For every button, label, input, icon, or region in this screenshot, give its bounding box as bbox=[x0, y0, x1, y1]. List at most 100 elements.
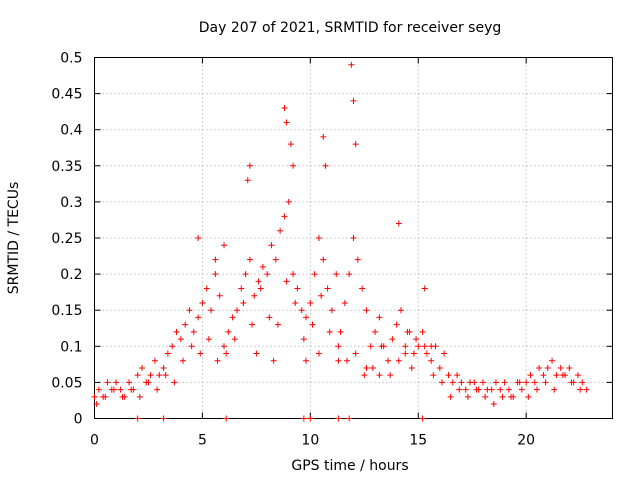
data-point bbox=[544, 364, 551, 371]
data-point bbox=[283, 278, 290, 285]
data-point bbox=[147, 372, 154, 379]
data-point bbox=[350, 97, 357, 104]
data-point bbox=[363, 364, 370, 371]
axis-ticks: 0 0.05 0.1 0.15 0.2 0.25 0.3 0.35 0.4 0.45 0.5 0 5 10… bbox=[51, 51, 613, 449]
data-point bbox=[516, 379, 523, 386]
data-point bbox=[199, 299, 206, 306]
data-point bbox=[376, 314, 383, 321]
data-point bbox=[408, 364, 415, 371]
data-point bbox=[315, 350, 322, 357]
x-tick-label: 10 bbox=[301, 433, 319, 449]
data-point bbox=[264, 271, 271, 278]
data-point bbox=[91, 393, 98, 400]
data-point bbox=[352, 350, 359, 357]
y-tick-label: 0.4 bbox=[60, 123, 82, 139]
data-point bbox=[378, 343, 385, 350]
data-point bbox=[216, 292, 223, 299]
data-point bbox=[300, 415, 307, 422]
data-point bbox=[268, 242, 275, 249]
data-point bbox=[160, 415, 167, 422]
data-point bbox=[559, 372, 566, 379]
data-point bbox=[346, 415, 353, 422]
data-point bbox=[341, 299, 348, 306]
data-point bbox=[428, 357, 435, 364]
y-tick-label: 0.25 bbox=[51, 231, 82, 247]
y-tick-label: 0.3 bbox=[60, 195, 82, 211]
data-point bbox=[134, 372, 141, 379]
x-axis-label: GPS time / hours bbox=[291, 458, 408, 474]
data-point bbox=[171, 379, 178, 386]
data-point bbox=[145, 379, 152, 386]
data-point bbox=[156, 372, 163, 379]
data-point bbox=[533, 386, 540, 393]
data-point bbox=[182, 321, 189, 328]
data-point bbox=[253, 350, 260, 357]
data-point bbox=[454, 372, 461, 379]
data-point bbox=[277, 227, 284, 234]
data-point bbox=[294, 285, 301, 292]
data-point bbox=[104, 379, 111, 386]
data-point bbox=[134, 415, 141, 422]
data-point bbox=[257, 285, 264, 292]
data-point bbox=[518, 386, 525, 393]
data-point bbox=[387, 372, 394, 379]
data-point bbox=[249, 321, 256, 328]
data-point bbox=[344, 357, 351, 364]
data-point bbox=[328, 307, 335, 314]
data-point bbox=[292, 299, 299, 306]
data-point bbox=[326, 328, 333, 335]
data-point bbox=[177, 336, 184, 343]
data-point bbox=[322, 162, 329, 169]
y-tick-label: 0.05 bbox=[51, 375, 82, 391]
data-point bbox=[438, 379, 445, 386]
data-point bbox=[421, 285, 428, 292]
data-point bbox=[568, 379, 575, 386]
data-point bbox=[456, 386, 463, 393]
data-point bbox=[436, 364, 443, 371]
data-point bbox=[361, 372, 368, 379]
data-point bbox=[359, 285, 366, 292]
data-point bbox=[369, 364, 376, 371]
data-point bbox=[246, 256, 253, 263]
data-point bbox=[179, 357, 186, 364]
y-tick-label: 0.15 bbox=[51, 303, 82, 319]
data-point bbox=[419, 328, 426, 335]
data-point bbox=[266, 314, 273, 321]
data-point bbox=[441, 350, 448, 357]
data-point bbox=[497, 386, 504, 393]
data-point bbox=[307, 299, 314, 306]
data-point bbox=[225, 328, 232, 335]
data-point bbox=[309, 321, 316, 328]
y-tick-label: 0.35 bbox=[51, 159, 82, 175]
data-point bbox=[352, 141, 359, 148]
data-point bbox=[566, 364, 573, 371]
data-point bbox=[320, 256, 327, 263]
data-point bbox=[285, 198, 292, 205]
data-point bbox=[462, 386, 469, 393]
data-point bbox=[117, 386, 124, 393]
data-point bbox=[188, 343, 195, 350]
data-point bbox=[223, 350, 230, 357]
data-point bbox=[205, 336, 212, 343]
data-point bbox=[195, 314, 202, 321]
data-point bbox=[190, 328, 197, 335]
data-point bbox=[212, 271, 219, 278]
data-point bbox=[320, 133, 327, 140]
data-point bbox=[430, 372, 437, 379]
data-point bbox=[281, 213, 288, 220]
data-point bbox=[126, 379, 133, 386]
x-tick-label: 15 bbox=[409, 433, 427, 449]
data-point bbox=[445, 372, 452, 379]
data-point bbox=[102, 393, 109, 400]
data-point bbox=[212, 256, 219, 263]
data-point bbox=[160, 364, 167, 371]
data-point bbox=[283, 119, 290, 126]
data-point bbox=[231, 336, 238, 343]
data-point bbox=[372, 328, 379, 335]
data-point bbox=[376, 372, 383, 379]
data-point bbox=[346, 271, 353, 278]
data-point bbox=[214, 357, 221, 364]
data-point bbox=[221, 343, 227, 350]
data-point bbox=[410, 350, 417, 357]
data-point bbox=[223, 415, 230, 422]
